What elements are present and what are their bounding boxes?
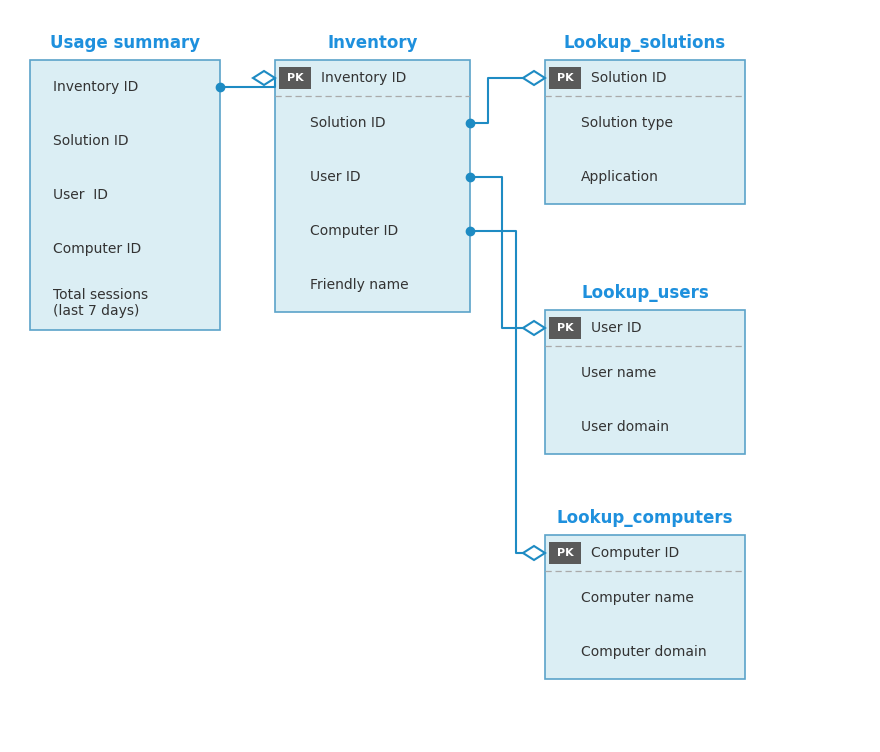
FancyBboxPatch shape (279, 67, 311, 89)
Polygon shape (253, 71, 275, 85)
Text: Inventory ID: Inventory ID (53, 80, 138, 94)
Text: Inventory ID: Inventory ID (321, 71, 407, 85)
Text: User ID: User ID (591, 321, 642, 335)
Text: PK: PK (557, 73, 573, 83)
FancyBboxPatch shape (549, 542, 581, 564)
Polygon shape (523, 71, 545, 85)
Text: Computer ID: Computer ID (591, 546, 679, 560)
Text: Total sessions
(last 7 days): Total sessions (last 7 days) (53, 288, 148, 318)
Text: Computer ID: Computer ID (310, 224, 399, 238)
Text: Lookup_solutions: Lookup_solutions (564, 34, 726, 52)
FancyBboxPatch shape (549, 67, 581, 89)
Text: Solution ID: Solution ID (591, 71, 667, 85)
Text: PK: PK (557, 323, 573, 333)
Text: Lookup_computers: Lookup_computers (557, 509, 733, 527)
Text: PK: PK (557, 548, 573, 558)
Text: Friendly name: Friendly name (310, 278, 408, 292)
FancyBboxPatch shape (275, 60, 470, 312)
Text: User ID: User ID (310, 170, 361, 184)
Polygon shape (523, 321, 545, 335)
Text: Computer name: Computer name (581, 591, 693, 605)
Text: User  ID: User ID (53, 188, 107, 202)
Text: Solution type: Solution type (581, 116, 673, 130)
Text: Computer ID: Computer ID (53, 242, 141, 256)
FancyBboxPatch shape (30, 60, 220, 330)
Text: User name: User name (581, 366, 656, 380)
FancyBboxPatch shape (549, 317, 581, 339)
Text: PK: PK (287, 73, 304, 83)
Text: Solution ID: Solution ID (310, 116, 385, 130)
Text: Computer domain: Computer domain (581, 645, 707, 659)
Text: Usage summary: Usage summary (50, 34, 200, 52)
Polygon shape (523, 546, 545, 560)
FancyBboxPatch shape (545, 60, 745, 204)
FancyBboxPatch shape (545, 310, 745, 454)
Text: Solution ID: Solution ID (53, 134, 128, 148)
Text: User domain: User domain (581, 420, 669, 434)
FancyBboxPatch shape (545, 535, 745, 679)
Text: Lookup_users: Lookup_users (581, 284, 709, 302)
Text: Inventory: Inventory (327, 34, 418, 52)
Text: Application: Application (581, 170, 659, 184)
